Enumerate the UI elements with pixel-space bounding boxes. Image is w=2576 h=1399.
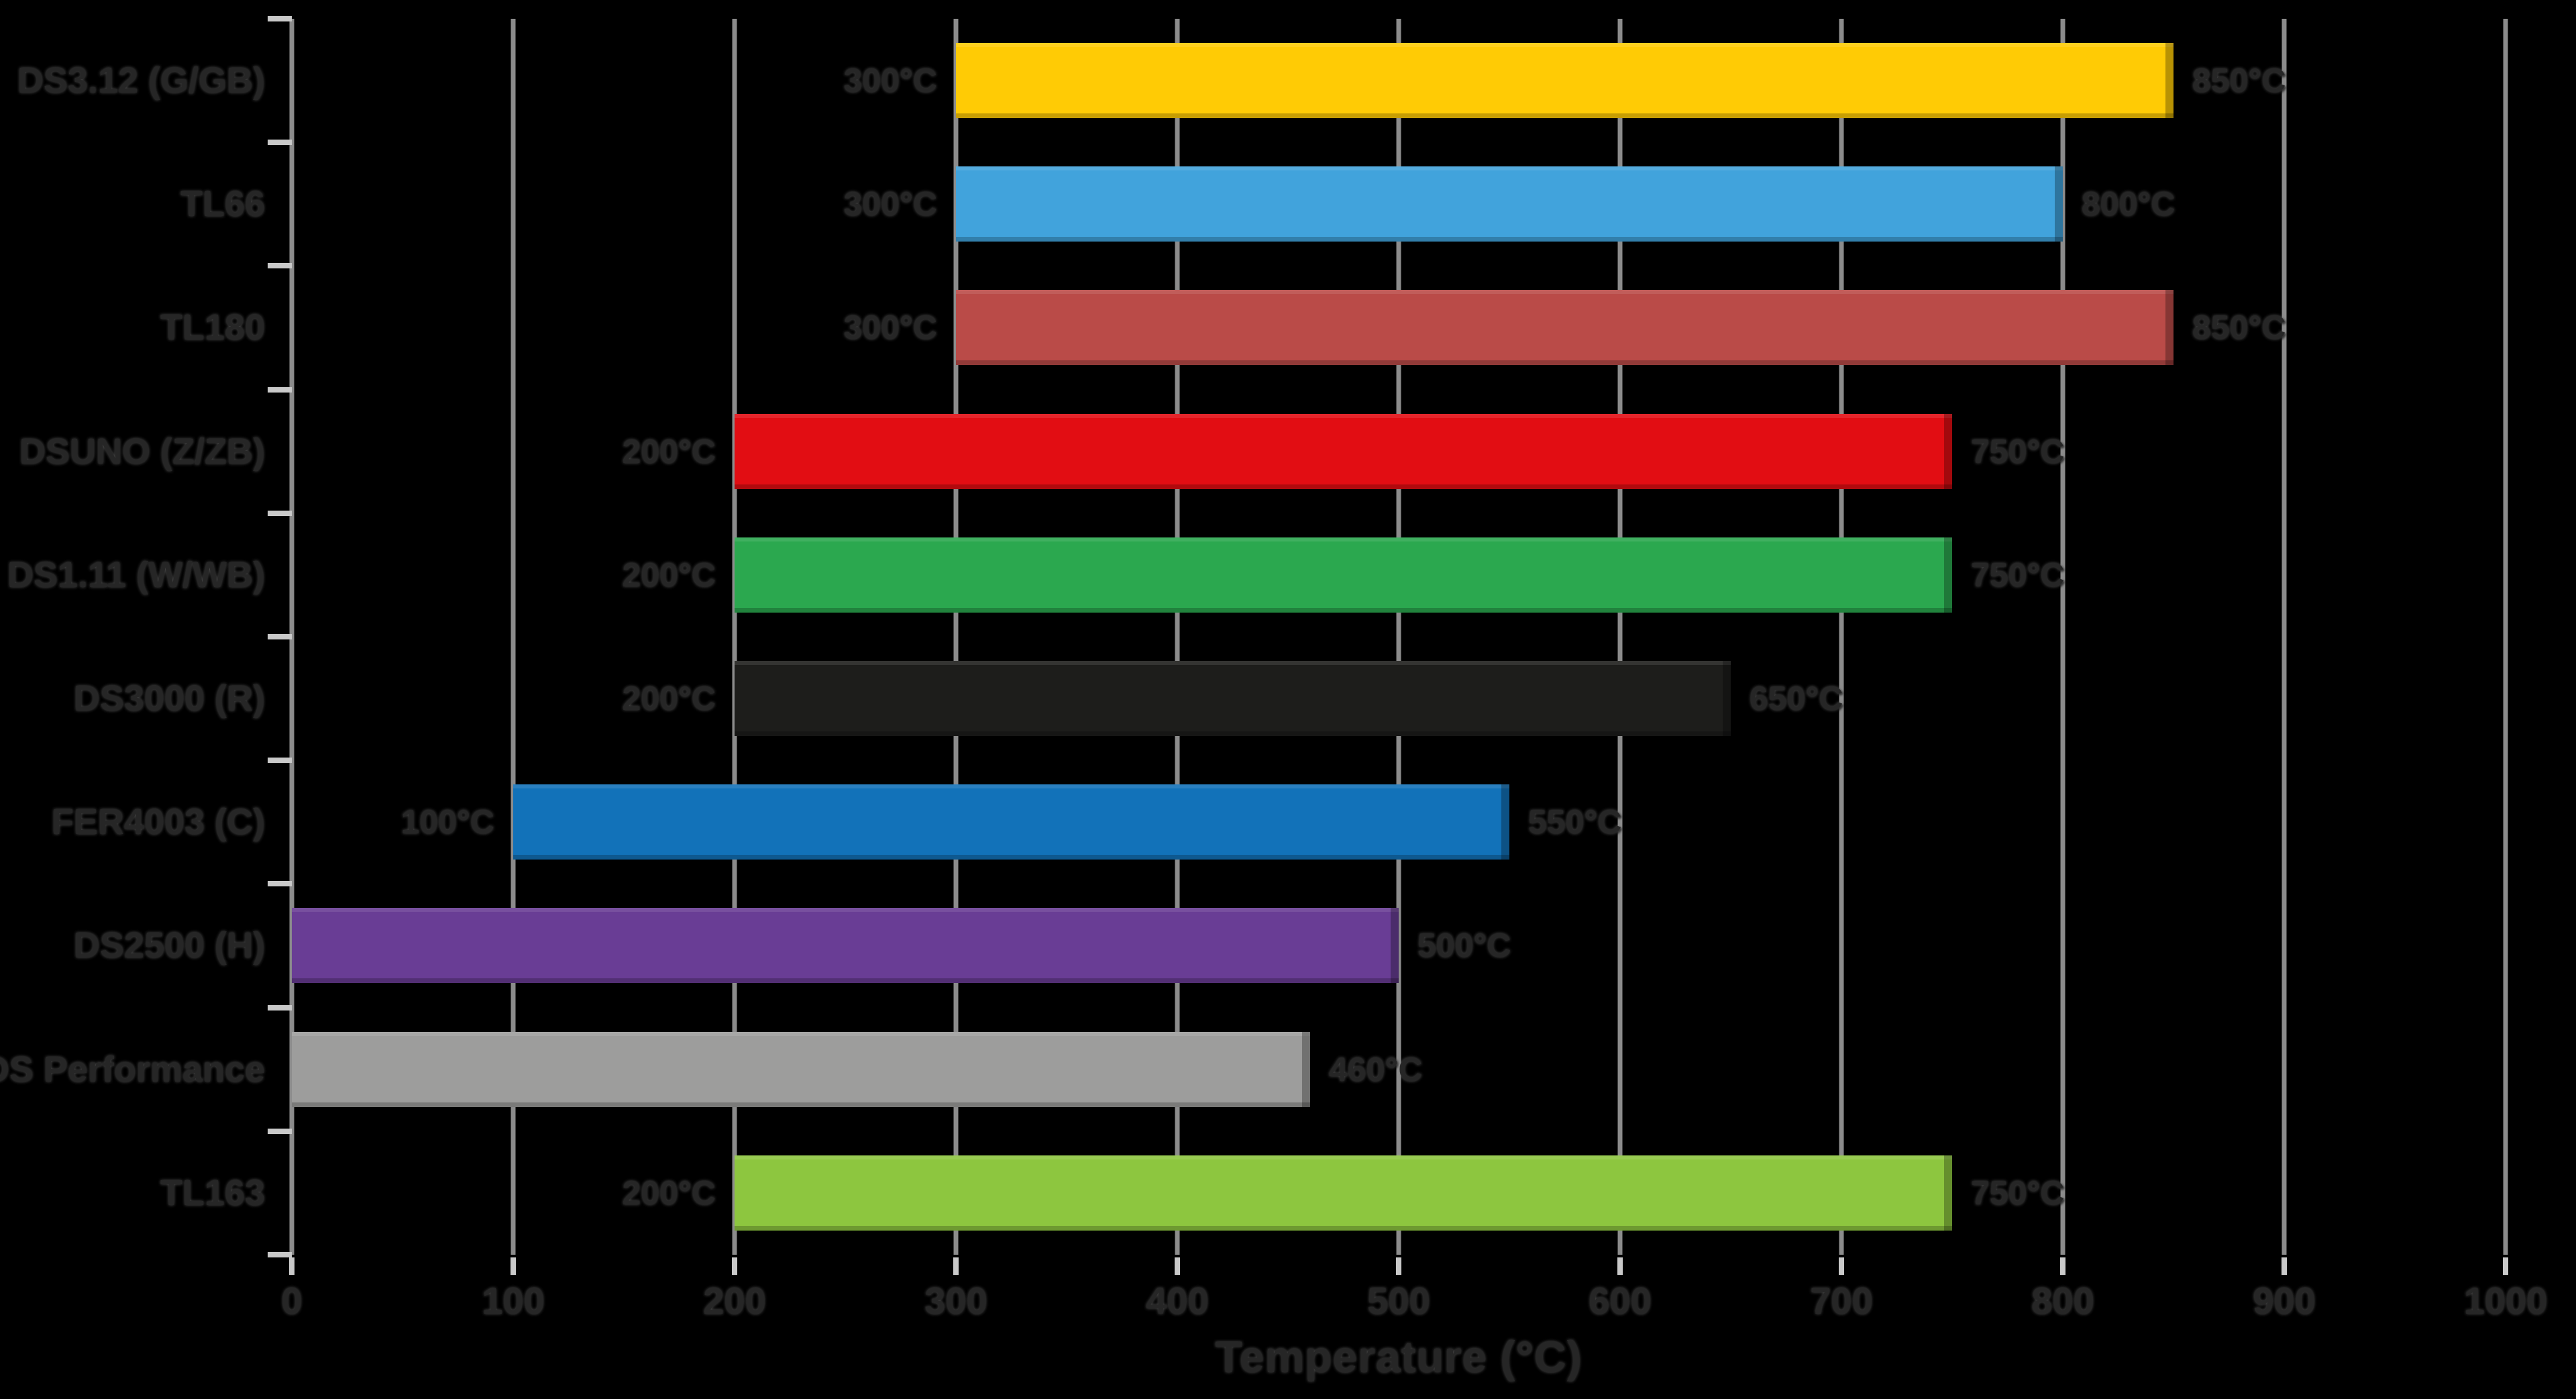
x-axis-tick bbox=[1839, 1257, 1844, 1275]
chart-row: TL180 300°C 850°C bbox=[160, 266, 2506, 389]
category-label: DS Performance bbox=[0, 1049, 265, 1090]
chart-row: DS3.12 (G/GB) 300°C 850°C bbox=[17, 19, 2506, 142]
temperature-range-bar bbox=[513, 784, 1509, 860]
category-label: TL163 bbox=[160, 1172, 265, 1213]
y-axis-tick bbox=[268, 16, 292, 21]
x-tick-label: 100 bbox=[482, 1280, 545, 1322]
bar-max-value-label: 750°C bbox=[1971, 432, 2065, 470]
x-axis-tick bbox=[2282, 1257, 2287, 1275]
y-axis-tick bbox=[268, 263, 292, 269]
category-label: DS2500 (H) bbox=[73, 925, 265, 966]
chart-row: DS3000 (R) 200°C 650°C bbox=[74, 637, 2506, 760]
y-axis-tick bbox=[268, 758, 292, 764]
bar-max-value-label: 550°C bbox=[1528, 803, 1622, 841]
category-label: TL180 bbox=[160, 307, 265, 348]
x-axis-title: Temperature (°C) bbox=[1215, 1332, 1582, 1382]
x-axis-tick bbox=[2503, 1257, 2508, 1275]
gridline bbox=[1617, 19, 1623, 1255]
gridline bbox=[1839, 19, 1844, 1255]
gridline bbox=[2503, 19, 2508, 1255]
bar-min-value-label: 300°C bbox=[843, 62, 937, 100]
x-axis-tick bbox=[732, 1257, 737, 1275]
temperature-range-bar bbox=[735, 537, 1952, 613]
temperature-range-bar bbox=[292, 908, 1399, 984]
gridline bbox=[511, 19, 516, 1255]
category-label: DS3.12 (G/GB) bbox=[17, 60, 265, 101]
temperature-range-bar bbox=[735, 1155, 1952, 1231]
gridline bbox=[953, 19, 959, 1255]
bar-min-value-label: 200°C bbox=[622, 432, 716, 470]
gridline bbox=[289, 19, 294, 1255]
bar-max-value-label: 750°C bbox=[1971, 1174, 2065, 1212]
temperature-range-bar bbox=[735, 661, 1731, 737]
bar-min-value-label: 200°C bbox=[622, 1174, 716, 1212]
x-tick-label: 900 bbox=[2253, 1280, 2316, 1322]
gridline bbox=[1175, 19, 1180, 1255]
bar-min-value-label: 200°C bbox=[622, 680, 716, 718]
chart-row: DS Performance 460°C bbox=[0, 1008, 2506, 1131]
bar-max-value-label: 850°C bbox=[2192, 62, 2286, 100]
temperature-range-bar bbox=[956, 43, 2174, 119]
y-axis-tick bbox=[268, 510, 292, 516]
x-tick-label: 500 bbox=[1367, 1280, 1430, 1322]
category-label: FER4003 (C) bbox=[51, 802, 265, 843]
x-tick-label: 200 bbox=[703, 1280, 766, 1322]
chart-row: DS1.11 (W/WB) 200°C 750°C bbox=[7, 513, 2506, 637]
x-tick-label: 700 bbox=[1810, 1280, 1873, 1322]
plot-area: DS3.12 (G/GB) 300°C 850°C TL66 300°C 800°C TL1… bbox=[0, 16, 2508, 1275]
category-label: DS1.11 (W/WB) bbox=[7, 554, 265, 595]
bar-min-value-label: 300°C bbox=[843, 309, 937, 347]
x-axis-tick bbox=[1396, 1257, 1401, 1275]
x-tick-label: 0 bbox=[281, 1280, 303, 1322]
chart-row: DS2500 (H) 500°C bbox=[74, 884, 2506, 1007]
category-label: DSUNO (Z/ZB) bbox=[19, 431, 265, 472]
gridline bbox=[1396, 19, 1401, 1255]
y-axis-tick bbox=[268, 881, 292, 887]
x-axis-tick bbox=[289, 1257, 294, 1275]
category-label: DS3000 (R) bbox=[73, 678, 265, 719]
bar-min-value-label: 300°C bbox=[843, 185, 937, 223]
chart-row: TL66 300°C 800°C bbox=[180, 142, 2506, 266]
bar-max-value-label: 850°C bbox=[2192, 309, 2286, 347]
gridline bbox=[2060, 19, 2065, 1255]
x-axis-tick bbox=[1617, 1257, 1623, 1275]
temperature-range-bar bbox=[292, 1031, 1310, 1107]
bar-max-value-label: 800°C bbox=[2082, 185, 2176, 223]
bar-min-value-label: 100°C bbox=[400, 803, 494, 841]
x-tick-label: 1000 bbox=[2463, 1280, 2548, 1322]
x-tick-label: 600 bbox=[1589, 1280, 1652, 1322]
chart-row: FER4003 (C) 100°C 550°C bbox=[52, 760, 2506, 884]
x-axis-tick-labels: 0 100 200 300 400 500 600 700 800 900 1000 bbox=[281, 1279, 2547, 1326]
x-axis-tick bbox=[1175, 1257, 1180, 1275]
bar-max-value-label: 460°C bbox=[1329, 1050, 1423, 1088]
x-tick-label: 300 bbox=[924, 1280, 987, 1322]
x-axis-tick bbox=[953, 1257, 959, 1275]
chart-row: TL163 200°C 750°C bbox=[160, 1131, 2506, 1255]
chart-row: DSUNO (Z/ZB) 200°C 750°C bbox=[19, 390, 2506, 513]
x-tick-label: 800 bbox=[2031, 1280, 2094, 1322]
y-axis-tick bbox=[268, 1128, 292, 1134]
temperature-range-bar bbox=[956, 166, 2063, 242]
y-axis-tick bbox=[268, 1252, 292, 1257]
temperature-range-bar bbox=[735, 413, 1952, 489]
bar-max-value-label: 650°C bbox=[1750, 680, 1843, 718]
gridline bbox=[732, 19, 737, 1255]
x-tick-label: 400 bbox=[1146, 1280, 1209, 1322]
category-label: TL66 bbox=[180, 184, 265, 225]
bar-max-value-label: 750°C bbox=[1971, 556, 2065, 594]
gridline bbox=[2282, 19, 2287, 1255]
bar-min-value-label: 200°C bbox=[622, 556, 716, 594]
y-axis-tick bbox=[268, 140, 292, 146]
temperature-range-bar bbox=[956, 290, 2174, 366]
x-axis-tick bbox=[2060, 1257, 2065, 1275]
bar-max-value-label: 500°C bbox=[1417, 927, 1511, 965]
x-axis-tick bbox=[511, 1257, 516, 1275]
y-axis-tick bbox=[268, 1004, 292, 1011]
y-axis-tick bbox=[268, 386, 292, 393]
y-axis-tick bbox=[268, 634, 292, 639]
